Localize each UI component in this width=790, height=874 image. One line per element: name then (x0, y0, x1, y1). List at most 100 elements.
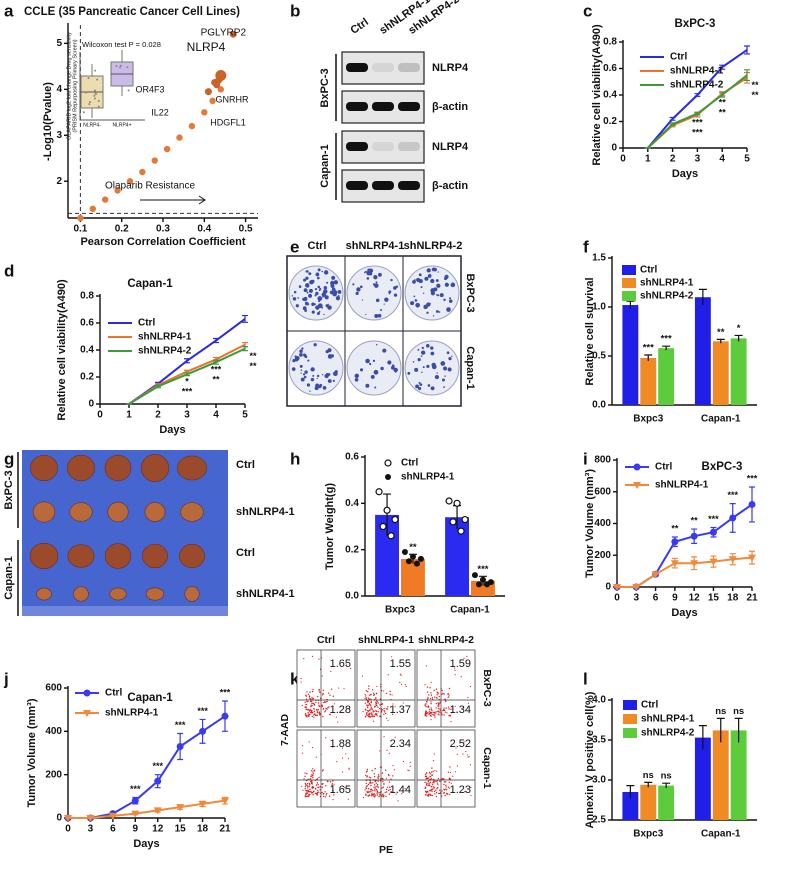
significance: ns (715, 706, 726, 717)
event (306, 708, 308, 711)
marker (633, 482, 641, 489)
event (378, 707, 381, 710)
quadrant-lines (417, 730, 475, 807)
event (442, 692, 444, 695)
ruler (22, 606, 228, 616)
colony (301, 347, 304, 350)
event (430, 708, 433, 711)
event (462, 706, 464, 708)
colony (444, 375, 446, 377)
event (425, 665, 427, 667)
event (309, 784, 311, 786)
inset-axes (79, 52, 145, 121)
event (321, 704, 323, 706)
colony (356, 287, 361, 292)
legend-label: shNLRP4-1 (670, 66, 724, 77)
point (176, 134, 183, 141)
colony (323, 313, 325, 316)
event (304, 772, 306, 774)
inset-dot (83, 111, 86, 114)
event (323, 795, 325, 798)
panel-letter: j (3, 669, 9, 688)
colony (374, 313, 379, 318)
row-label: shNLRP4-1 (236, 506, 295, 518)
y-tick-label: 4.0 (592, 695, 606, 706)
marker (613, 584, 621, 591)
point (188, 122, 196, 130)
gene-label: IL22 (151, 107, 169, 117)
x-tick-label: 1 (126, 410, 132, 421)
event (450, 708, 452, 710)
event (433, 787, 435, 789)
event (427, 705, 430, 707)
event (439, 702, 441, 704)
event (429, 781, 431, 784)
marker (479, 576, 486, 583)
error-bar (744, 45, 750, 55)
significance: *** (477, 564, 488, 575)
colony (327, 379, 332, 383)
event (321, 786, 324, 788)
marker (483, 581, 490, 588)
event (454, 667, 456, 669)
event (375, 785, 377, 787)
inset-dot (94, 69, 97, 72)
inset-text: Wilcoxon test P = 0.028 (82, 40, 161, 49)
event (309, 788, 311, 791)
event (439, 708, 441, 710)
event (402, 760, 405, 763)
event (327, 707, 329, 709)
event (445, 784, 447, 787)
event (377, 785, 379, 787)
series-line (647, 49, 748, 149)
event (374, 787, 377, 789)
marker (385, 474, 391, 480)
colony (305, 270, 309, 273)
error-bar (626, 785, 635, 799)
event (378, 792, 380, 794)
significance: *** (197, 706, 208, 716)
legend-label: Ctrl (641, 700, 658, 711)
event (366, 714, 368, 716)
marker (453, 499, 461, 507)
event (304, 775, 306, 778)
event (434, 696, 436, 698)
inset-dot (127, 89, 130, 92)
event (424, 786, 427, 788)
colony (395, 285, 399, 288)
marker (384, 459, 392, 467)
y-tick-label: 0.0 (592, 400, 606, 411)
event (384, 711, 386, 713)
colony (317, 268, 321, 272)
blot-box (341, 130, 425, 164)
event (311, 746, 314, 749)
marker (401, 548, 408, 555)
colony (410, 301, 415, 306)
y-tick-label: 200 (594, 550, 611, 561)
bar (694, 297, 711, 405)
bar (712, 341, 729, 405)
event (341, 771, 344, 773)
event (428, 784, 431, 787)
event (315, 792, 317, 795)
event (445, 793, 448, 795)
event (331, 784, 333, 786)
event (364, 715, 367, 718)
event (317, 708, 319, 711)
quadrant-lines (357, 650, 415, 727)
event (315, 756, 317, 758)
event (427, 795, 430, 797)
event (304, 782, 306, 785)
panel-letter: c (583, 1, 592, 20)
event (387, 719, 389, 721)
x-tick-label: 0.1 (73, 224, 87, 235)
colony (366, 270, 371, 276)
tumor (177, 455, 207, 481)
event (365, 782, 368, 785)
event (430, 789, 432, 791)
y-tick-label: 0.6 (345, 452, 359, 463)
row-label: β-actin (432, 101, 468, 113)
significance: *** (175, 720, 186, 730)
colony (375, 281, 378, 284)
row-label: NLRP4 (432, 141, 469, 153)
